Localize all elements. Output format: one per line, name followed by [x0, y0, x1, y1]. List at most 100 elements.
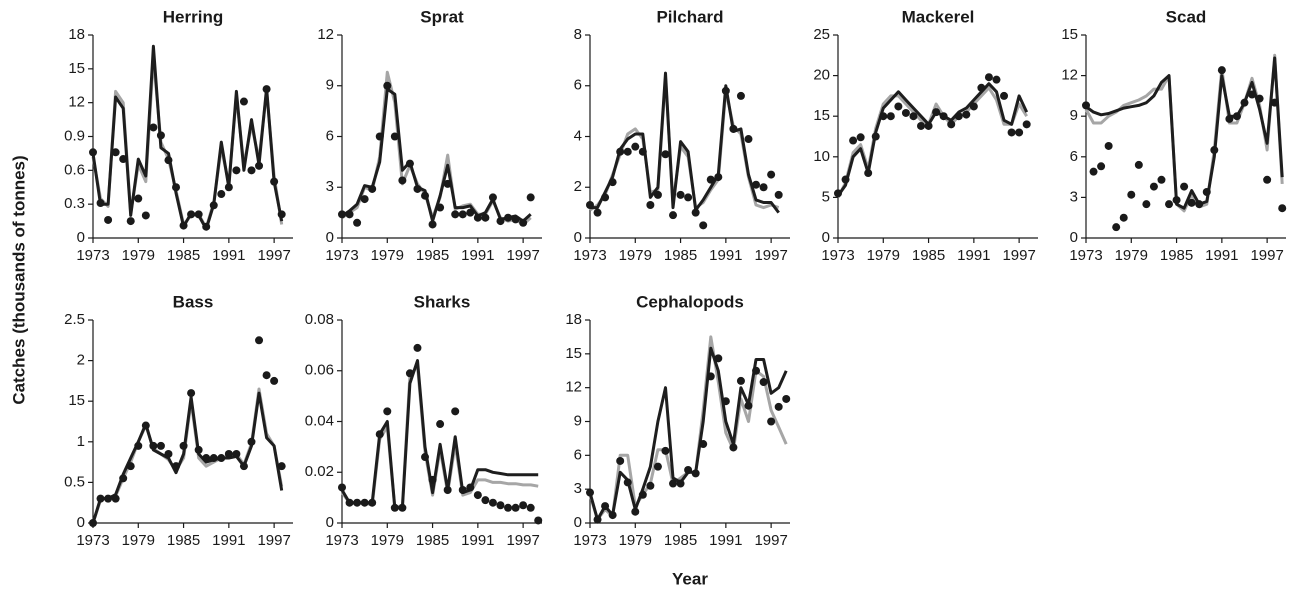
x-tick-label: 1991 — [461, 532, 494, 549]
data-point — [149, 441, 158, 450]
data-point — [1142, 200, 1151, 209]
data-point — [390, 132, 399, 141]
data-point — [653, 190, 662, 199]
data-point — [428, 475, 437, 484]
data-point — [849, 136, 858, 145]
y-tick-label: 10 — [813, 148, 830, 165]
data-point — [684, 193, 693, 202]
data-point — [623, 478, 632, 487]
data-point — [1210, 146, 1219, 155]
data-point — [247, 437, 256, 446]
data-point — [886, 112, 895, 121]
x-tick-label: 1979 — [371, 247, 404, 264]
x-tick-label: 1985 — [664, 247, 697, 264]
series-line — [589, 76, 780, 212]
data-point — [277, 210, 286, 219]
data-point — [752, 180, 761, 189]
data-point — [239, 97, 248, 106]
data-point — [623, 147, 632, 156]
data-point — [187, 389, 196, 398]
x-tick-label: 1991 — [709, 247, 742, 264]
x-tick-label: 1973 — [573, 247, 606, 264]
data-point — [646, 201, 655, 210]
data-point — [247, 166, 256, 175]
data-point — [179, 221, 188, 230]
data-point — [1165, 200, 1174, 209]
data-point — [156, 131, 165, 140]
x-tick-label: 1973 — [76, 247, 109, 264]
panel-title: Sharks — [414, 292, 471, 311]
data-point — [1255, 94, 1264, 103]
data-point — [834, 189, 842, 198]
data-point — [676, 479, 685, 488]
data-point — [368, 498, 377, 507]
data-point — [1195, 200, 1204, 209]
y-tick-label: 15 — [565, 345, 582, 362]
y-tick-label: 4 — [574, 127, 582, 144]
y-tick-label: 12 — [68, 94, 85, 111]
data-point — [194, 210, 203, 219]
data-point — [436, 203, 445, 212]
data-point — [744, 135, 753, 144]
data-point — [593, 515, 602, 524]
data-point — [224, 449, 233, 458]
data-point — [729, 124, 738, 133]
data-point — [239, 462, 248, 471]
x-tick-label: 1997 — [257, 532, 290, 549]
panel-title: Pilchard — [656, 7, 723, 26]
data-point — [172, 462, 181, 471]
data-point — [338, 483, 346, 492]
x-tick-label: 1997 — [1002, 247, 1035, 264]
y-tick-label: 0.08 — [305, 311, 334, 328]
data-point — [962, 110, 971, 119]
series-line — [590, 71, 780, 214]
data-point — [593, 208, 602, 217]
data-point — [1119, 213, 1128, 222]
x-tick-label: 1985 — [167, 532, 200, 549]
data-point — [984, 73, 993, 82]
data-point — [141, 211, 150, 220]
data-point — [345, 498, 354, 507]
x-tick-label: 1979 — [122, 247, 155, 264]
data-point — [458, 486, 467, 495]
x-tick-label: 1979 — [1115, 247, 1148, 264]
data-point — [466, 483, 475, 492]
data-point — [1270, 98, 1279, 107]
x-tick-label: 1997 — [1250, 247, 1283, 264]
data-point — [871, 132, 880, 141]
x-tick-label: 1985 — [416, 247, 449, 264]
data-point — [534, 516, 543, 525]
y-tick-label: 6 — [574, 77, 582, 94]
data-point — [939, 112, 948, 121]
data-point — [736, 91, 745, 100]
series-line — [341, 87, 532, 223]
data-point — [1248, 90, 1257, 99]
y-tick-label: 0.5 — [64, 473, 85, 490]
data-point — [519, 501, 528, 510]
panel-title: Sprat — [420, 7, 464, 26]
data-point — [383, 81, 392, 90]
y-tick-label: 8 — [574, 26, 582, 43]
data-point — [473, 213, 482, 222]
data-point — [526, 503, 535, 512]
y-tick-label: 0 — [77, 514, 85, 531]
data-point — [262, 85, 271, 94]
data-point — [1112, 223, 1121, 232]
y-tick-label: 0 — [326, 514, 334, 531]
data-point — [413, 343, 422, 352]
data-point — [721, 397, 730, 406]
data-point — [194, 445, 203, 454]
y-tick-label: 0.06 — [305, 362, 334, 379]
data-point — [504, 213, 513, 222]
data-point — [413, 184, 422, 193]
data-point — [752, 366, 761, 375]
data-point — [706, 175, 715, 184]
data-point — [96, 494, 105, 503]
y-tick-label: 0.04 — [305, 412, 334, 429]
data-point — [481, 496, 490, 505]
data-point — [451, 407, 460, 416]
data-point — [1180, 182, 1189, 191]
data-point — [368, 184, 377, 193]
y-tick-label: 0.9 — [64, 127, 85, 144]
series-line — [588, 335, 788, 522]
